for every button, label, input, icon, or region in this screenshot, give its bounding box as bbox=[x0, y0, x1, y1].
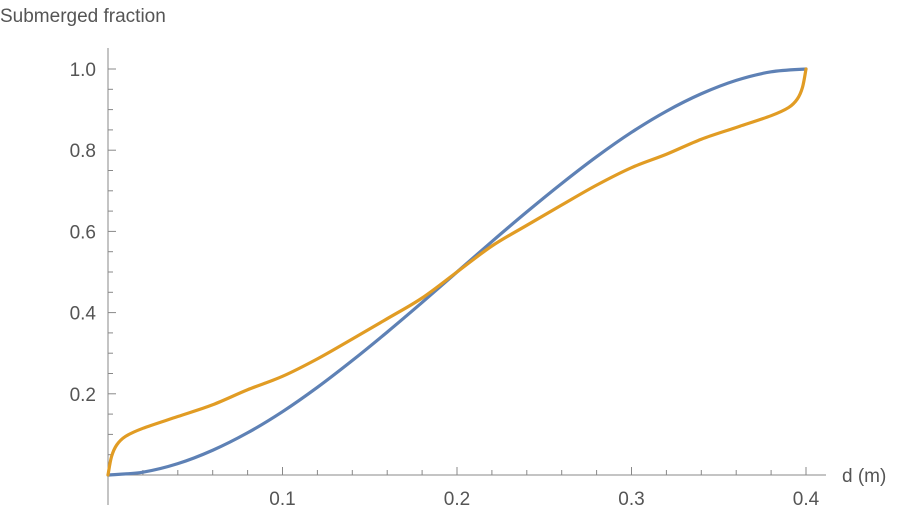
y-tick-label: 1.0 bbox=[70, 60, 96, 81]
ticks: 0.1 0.2 0.3 0.4 0.2 0.4 0.6 0.8 1.0 bbox=[70, 60, 820, 510]
x-tick-label: 0.1 bbox=[269, 489, 295, 510]
series-line-2 bbox=[106, 67, 808, 477]
x-axis-label: d (m) bbox=[842, 466, 886, 487]
y-tick-label: 0.4 bbox=[70, 304, 97, 325]
x-tick-label: 0.2 bbox=[444, 489, 470, 510]
x-tick-label: 0.4 bbox=[793, 489, 820, 510]
series bbox=[106, 67, 808, 477]
x-tick-label: 0.3 bbox=[618, 489, 644, 510]
axes bbox=[107, 48, 826, 505]
y-tick-label: 0.2 bbox=[70, 385, 96, 406]
y-axis-label: Submerged fraction bbox=[0, 6, 166, 27]
y-tick-label: 0.6 bbox=[70, 222, 96, 243]
y-tick-label: 0.8 bbox=[70, 141, 96, 162]
